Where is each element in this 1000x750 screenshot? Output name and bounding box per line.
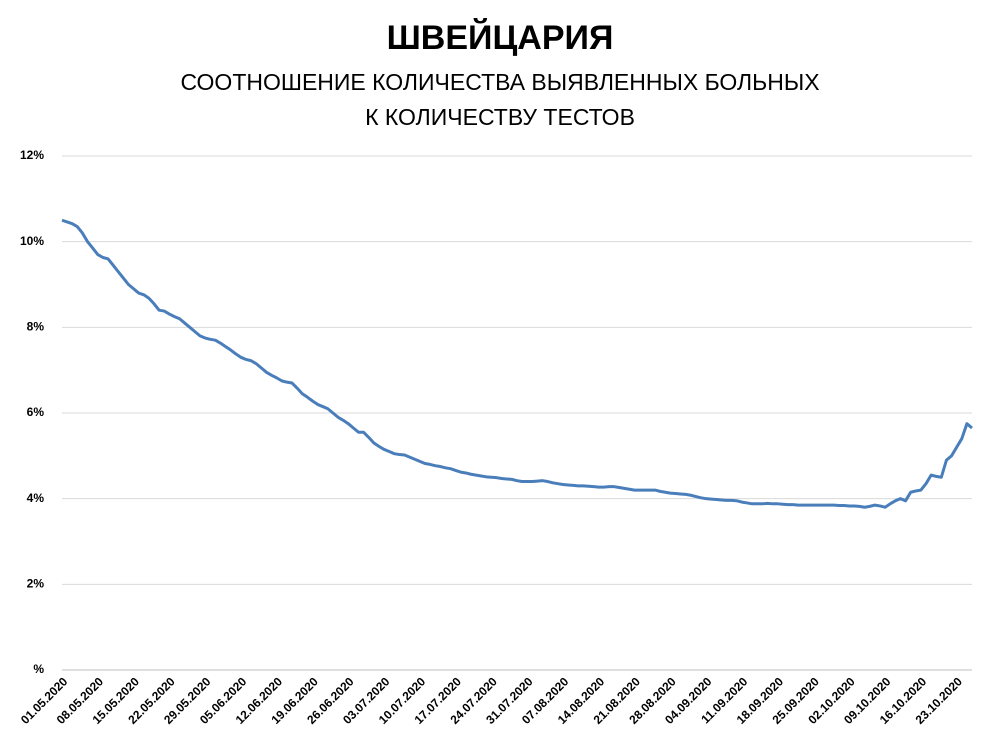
- y-tick-label: 2%: [27, 577, 45, 591]
- y-tick-label: %: [33, 662, 44, 676]
- y-tick-label: 4%: [27, 491, 45, 505]
- data-line: [61, 218, 973, 509]
- chart-title: ШВЕЙЦАРИЯ: [387, 18, 614, 57]
- y-tick-label: 6%: [27, 405, 45, 419]
- y-tick-label: 8%: [27, 320, 45, 334]
- chart-subtitle: К КОЛИЧЕСТВУ ТЕСТОВ: [365, 104, 635, 130]
- y-tick-label: 10%: [20, 234, 44, 248]
- chart-subtitle: СООТНОШЕНИЕ КОЛИЧЕСТВА ВЫЯВЛЕННЫХ БОЛЬНЫ…: [180, 69, 819, 95]
- y-tick-label: 12%: [20, 148, 44, 162]
